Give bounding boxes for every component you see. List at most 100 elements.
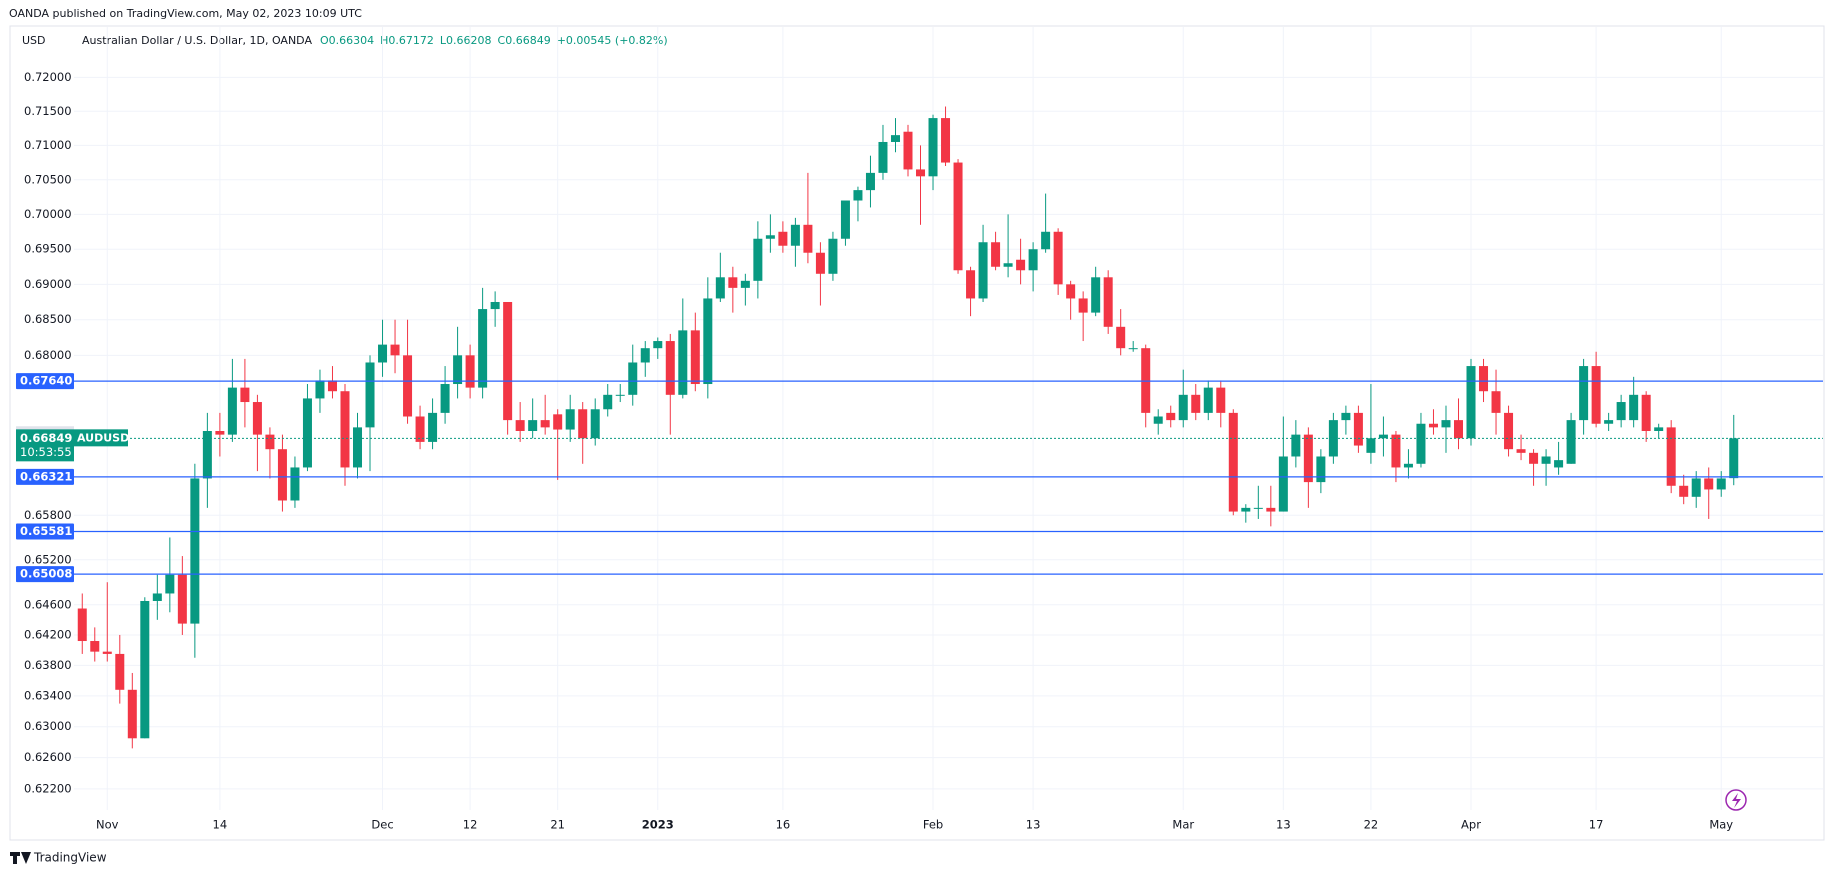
candle-body [340,391,350,468]
candle-body [1178,394,1188,421]
candle-body [690,330,700,385]
candle-body [1041,231,1051,250]
candle-body [490,301,500,310]
candle-body [1679,485,1689,497]
y-tick-label: 0.68500 [24,312,72,326]
candle-body [1016,259,1026,271]
candle-body [1141,348,1151,413]
candle-body [678,330,688,395]
y-tick-label: 0.63800 [24,658,72,672]
price-label: 0.66321 [20,469,72,483]
x-tick-label: 13 [1276,818,1291,832]
y-tick-label: 0.71500 [24,104,72,118]
chart-title: Australian Dollar / U.S. Dollar, 1D, OAN… [82,34,312,47]
x-tick-label: 14 [213,818,228,832]
candle-body [1278,456,1288,512]
candle-body [1716,478,1726,490]
candle-body [1353,412,1363,446]
candle-body [1641,394,1651,432]
symbol-label: AUDUSD [77,431,129,444]
candle-body [277,449,287,501]
candle-body [1128,348,1138,350]
candle-body [390,344,400,356]
candle-body [653,341,663,349]
x-tick-label: 13 [1026,818,1041,832]
candle-body [1466,366,1476,439]
y-tick-label: 0.62600 [24,750,72,764]
candle-body [1003,263,1013,267]
candle-body [1403,463,1413,468]
candle-body [590,409,600,439]
candle-body [615,394,625,396]
ohlc-value: L0.66208 [440,34,492,47]
candle-body [1441,420,1451,428]
x-tick-label: 2023 [642,818,674,832]
candle-body [302,398,312,468]
candle-body [1479,366,1489,392]
candle-body [565,409,575,430]
candle-body [740,280,750,288]
candle-body [1116,326,1126,349]
candle-body [991,242,1001,267]
x-tick-label: 21 [550,818,565,832]
x-tick-label: Mar [1172,818,1194,832]
plot [77,106,1739,749]
candle-body [640,348,650,363]
candle-body [703,298,713,385]
candle-body [928,118,938,177]
candle-body [252,402,262,435]
candle-body [903,131,913,170]
candle-body [778,231,788,246]
candle-body [378,344,388,363]
candle-body [753,238,763,281]
y-tick-label: 0.69000 [24,277,72,291]
candle-body [1566,420,1576,464]
lightning-icon[interactable] [1725,789,1747,811]
x-tick-label: Feb [923,818,943,832]
candle-body [415,416,425,442]
candle-body [215,431,225,435]
candle-body [440,384,450,413]
brand-logo [10,852,31,864]
x-tick-label: Dec [371,818,393,832]
candle-body [1153,416,1163,424]
y-tick-label: 0.62200 [24,781,72,795]
candle-body [102,651,112,654]
candle-body [403,355,413,417]
candle-body [90,641,100,652]
candle-body [465,355,475,388]
candle-body [840,200,850,239]
ohlc-readout: O0.66304 H0.67172 L0.66208 C0.66849 +0.00545… [320,34,668,47]
grid: 0.72000 0.71500 0.71000 0.70500 0.70000 0.695… [24,27,1823,832]
candle-body [878,141,888,173]
candle-body [790,224,800,246]
candle-body [478,309,488,388]
candle-body [1554,460,1564,468]
candle-body [1391,434,1401,468]
candle-body [1253,507,1263,509]
x-tick-label: 12 [463,818,478,832]
candle-body [628,362,638,395]
price-label-box [16,468,74,485]
y-tick-label: 0.72000 [24,70,72,84]
candle-body [1303,434,1313,483]
x-tick-label: Apr [1461,818,1481,832]
price-label-box [16,373,74,390]
candle-body [578,409,588,439]
candle-body [515,420,525,432]
candle-body [1266,507,1276,512]
candle-body [1616,402,1626,421]
candle-body [77,608,87,642]
candle-body [1328,420,1338,457]
price-label: 0.67640 [20,374,72,388]
candle-body [115,653,125,690]
candle-body [227,387,237,435]
candle-body [1053,231,1063,285]
candle-body [1166,412,1176,421]
candle-body [1604,420,1614,424]
ohlc-value: +0.00545 (+0.82%) [557,34,668,47]
y-tick-label: 0.69500 [24,242,72,256]
ohlc-value: H0.67172 [380,34,434,47]
price-label-box [16,523,74,540]
